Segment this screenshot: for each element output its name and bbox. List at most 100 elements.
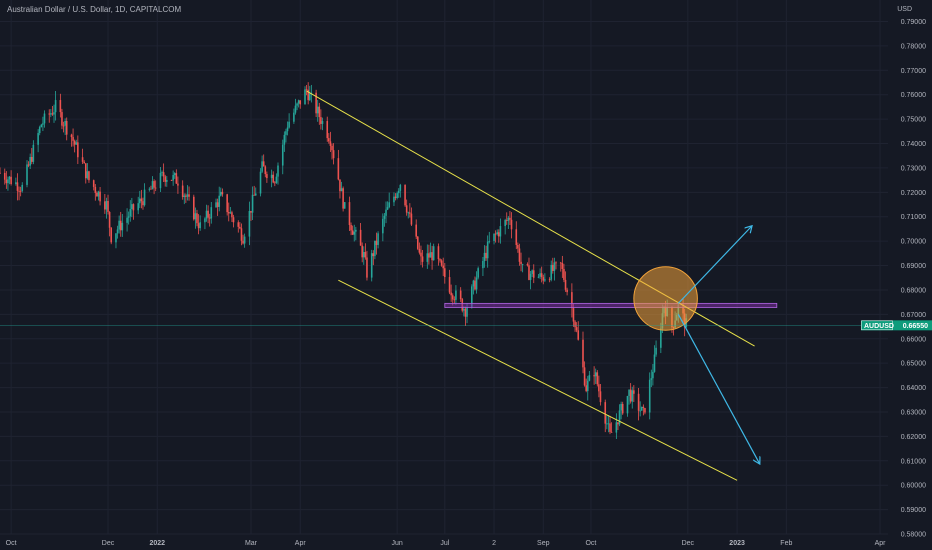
candle-up <box>43 113 46 124</box>
candle-down <box>548 279 551 281</box>
price-tick-label: 0.64000 <box>901 385 926 392</box>
candle-down <box>88 171 90 181</box>
candle-up <box>655 347 657 355</box>
candle-up <box>161 172 163 173</box>
currency-label: USD <box>897 6 912 13</box>
candle-up <box>531 270 533 274</box>
candle-down <box>331 145 333 151</box>
candle-up <box>353 231 356 235</box>
candlestick-series <box>0 82 688 440</box>
candle-down <box>99 191 101 202</box>
candle-down <box>526 264 529 266</box>
time-tick-label: Dec <box>682 540 695 547</box>
candle-down <box>540 273 543 278</box>
candle-down <box>564 279 567 290</box>
candle-down <box>453 299 456 301</box>
price-tick-label: 0.68000 <box>901 287 926 294</box>
candle-up <box>343 202 346 209</box>
candle-up <box>121 222 124 231</box>
candle-up <box>97 191 100 197</box>
candle-down <box>19 190 22 192</box>
candle-down <box>621 403 624 414</box>
candle-down <box>561 262 564 270</box>
candle-up <box>275 176 278 183</box>
candle-up <box>488 240 491 242</box>
chart-drawings <box>306 90 778 481</box>
price-axis: 0.79000 0.78000 0.77000 0.76000 0.75000 0.740… <box>901 19 926 539</box>
candle-up <box>283 134 286 145</box>
candle-up <box>183 195 186 197</box>
candle-down <box>132 204 135 211</box>
candle-down <box>175 173 178 184</box>
candle-down <box>348 202 351 225</box>
candle-down <box>153 181 155 188</box>
candle-up <box>286 127 289 132</box>
candle-down <box>604 402 607 424</box>
candle-down <box>366 257 368 278</box>
candle-down <box>563 269 565 280</box>
candle-down <box>416 236 419 249</box>
candle-up <box>86 171 89 179</box>
candle-down <box>574 321 576 328</box>
candle-down <box>351 230 354 235</box>
candle-down <box>498 232 500 237</box>
candle-up <box>496 232 499 235</box>
candle-up <box>296 103 298 106</box>
candle-up <box>374 240 376 257</box>
candle-up <box>396 193 398 198</box>
candle-down <box>629 389 632 402</box>
candle-up <box>586 380 589 392</box>
candle-down <box>81 157 84 162</box>
candle-up <box>466 307 468 317</box>
candle-up <box>550 264 553 280</box>
candle-up <box>429 252 432 258</box>
candle-up <box>259 171 262 194</box>
candle-down <box>65 120 68 135</box>
price-tick-label: 0.65000 <box>901 361 926 368</box>
candle-down <box>409 212 411 214</box>
candle-down <box>307 89 309 101</box>
candle-up <box>159 172 162 189</box>
candle-up <box>482 260 484 269</box>
candle-down <box>428 253 430 258</box>
chart-grid <box>0 0 888 535</box>
candle-down <box>299 100 302 105</box>
candle-up <box>304 89 306 105</box>
candle-down <box>162 172 165 177</box>
candle-up <box>340 188 343 192</box>
candle-up <box>129 209 132 217</box>
candle-down <box>575 327 578 331</box>
candle-down <box>528 265 530 280</box>
candle-up <box>472 280 475 287</box>
candle-up <box>620 403 622 411</box>
candle-up <box>229 212 232 214</box>
candle-down <box>30 157 33 162</box>
price-tick-label: 0.63000 <box>901 409 926 416</box>
candle-down <box>154 187 157 189</box>
candle-down <box>593 375 595 377</box>
candle-down <box>264 166 267 175</box>
candle-down <box>193 196 195 220</box>
candle-down <box>320 117 322 124</box>
candle-down <box>518 248 521 262</box>
candle-up <box>151 181 154 190</box>
candle-down <box>644 408 646 413</box>
channel-lower-line <box>338 279 738 481</box>
candle-down <box>464 308 467 317</box>
candle-up <box>504 220 506 227</box>
candle-down <box>598 384 600 392</box>
candle-down <box>421 256 424 262</box>
candle-down <box>451 295 454 300</box>
candle-up <box>105 201 108 210</box>
candle-up <box>382 218 384 234</box>
candle-down <box>431 252 433 261</box>
price-tick-label: 0.71000 <box>901 214 926 221</box>
candle-up <box>277 165 279 177</box>
candle-down <box>350 224 352 231</box>
candle-up <box>64 120 66 126</box>
candle-up <box>21 184 24 191</box>
candle-down <box>110 227 112 243</box>
candle-up <box>37 133 39 145</box>
candle-up <box>126 217 128 223</box>
